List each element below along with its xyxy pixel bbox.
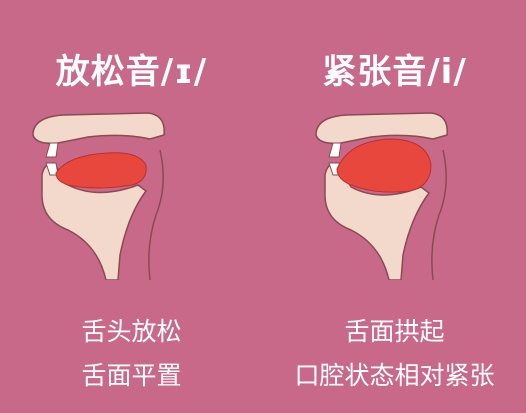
relaxed-caption-2: 舌面平置 [81, 361, 182, 390]
relaxed-caption-1: 舌头放松 [81, 317, 182, 346]
tense-caption-2: 口腔状态相对紧张 [294, 361, 495, 390]
tense-vowel-title: 紧张音/i/ [322, 52, 467, 92]
relaxed-vowel-title: 放松音/ɪ/ [55, 52, 208, 92]
tense-vowel-panel: 紧张音/i/ 舌面拱起 口腔状态相对紧张 [263, 0, 526, 413]
upper-palate [32, 112, 165, 145]
upper-tooth [45, 142, 59, 158]
tense-vowel-mouth-diagram [315, 112, 448, 280]
relaxed-vowel-panel: 放松音/ɪ/ 舌头放松 舌面平置 [32, 52, 208, 390]
tense-caption-1: 舌面拱起 [344, 317, 445, 346]
throat-wall [431, 149, 447, 280]
upper-palate [315, 112, 448, 145]
tongue-flat [55, 152, 147, 189]
relaxed-vowel-mouth-diagram [32, 112, 165, 280]
throat-wall [148, 149, 164, 280]
upper-tooth [328, 142, 342, 158]
tongue-arched [336, 138, 432, 193]
